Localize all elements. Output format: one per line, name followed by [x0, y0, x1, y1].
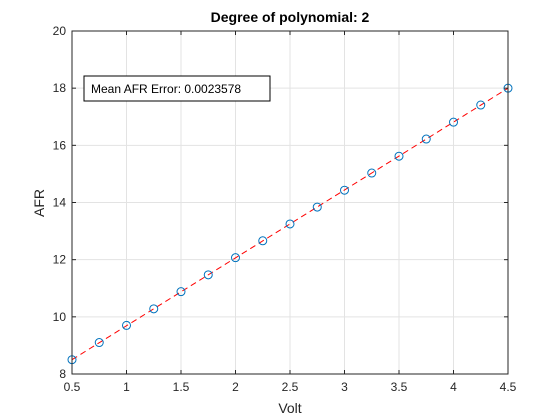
data-point-11 [367, 168, 377, 178]
chart-title: Degree of polynomial: 2 [211, 9, 370, 25]
y-tick-label: 10 [53, 310, 67, 324]
data-point-3 [149, 304, 159, 314]
y-tick-label: 20 [53, 24, 67, 38]
data-point-13 [421, 134, 431, 144]
x-tick-label: 2 [232, 380, 239, 394]
x-tick-label: 3.5 [391, 380, 408, 394]
y-tick-label: 12 [53, 253, 67, 267]
annotation-frame [83, 75, 271, 102]
data-point-5 [203, 270, 213, 280]
y-tick-label: 18 [53, 81, 67, 95]
y-axis-label: AFR [31, 189, 47, 217]
data-point-8 [285, 219, 295, 229]
data-point-6 [231, 253, 240, 263]
x-tick-label: 4 [450, 380, 457, 394]
x-tick-label: 4.5 [500, 380, 517, 394]
fit-line [71, 87, 509, 361]
data-point-12 [394, 151, 404, 161]
data-point-4 [176, 287, 186, 297]
x-tick-label: 1.5 [173, 380, 190, 394]
data-point-15 [476, 100, 486, 110]
x-tick-label: 1 [123, 380, 130, 394]
data-point-14 [449, 117, 458, 127]
grid [71, 30, 509, 375]
data-point-9 [312, 202, 322, 212]
x-tick-labels: 0.5 1 1.5 2 2.5 3 3.5 4 4.5 [64, 380, 517, 394]
data-point-7 [258, 236, 268, 246]
data-point-2 [122, 320, 131, 330]
y-tick-labels: 8 10 12 14 16 18 20 [53, 24, 67, 381]
annotation-text: Mean AFR Error: 0.0023578 [91, 82, 241, 96]
y-tick-label: 16 [53, 138, 67, 152]
x-tick-label: 3 [341, 380, 348, 394]
tick-marks [71, 30, 509, 375]
x-axis-label: Volt [278, 400, 301, 416]
x-tick-label: 2.5 [282, 380, 299, 394]
data-point-10 [340, 185, 349, 195]
x-tick-label: 0.5 [64, 380, 81, 394]
y-tick-label: 14 [53, 196, 67, 210]
annotation-box: Mean AFR Error: 0.0023578 [83, 75, 271, 102]
y-tick-label: 8 [59, 367, 66, 381]
data-point-1 [94, 338, 104, 348]
